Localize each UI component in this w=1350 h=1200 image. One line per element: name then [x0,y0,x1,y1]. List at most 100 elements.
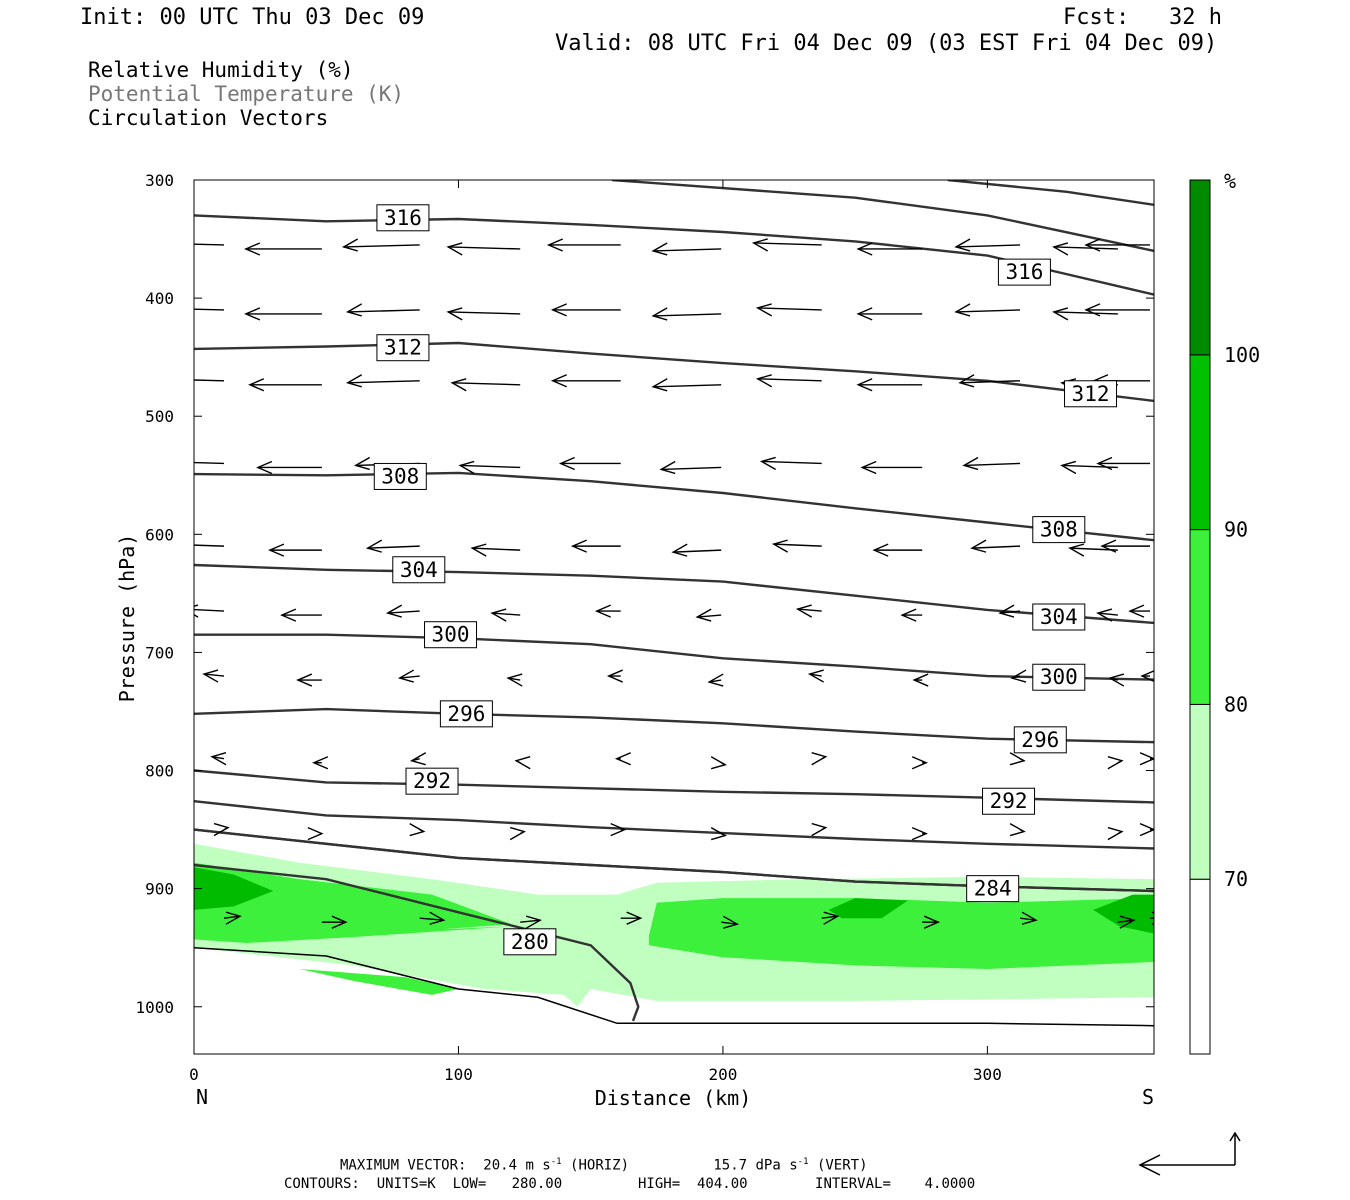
circulation-vector-head [872,543,889,557]
circulation-vector [999,610,1021,614]
circulation-vector-head [244,307,261,321]
y-tick-label: 1000 [135,998,174,1017]
contour-label: 304 [400,558,438,582]
circulation-vector-head [823,911,840,925]
y-axis: 300 400 500 600 700 800 900 1000 [135,171,1154,1017]
circulation-vector [809,673,822,677]
circulation-vector-head [856,242,873,256]
circulation-vector-head [1060,460,1077,475]
circulation-vector [399,675,420,679]
circulation-vector [1097,612,1118,616]
circulation-vector [797,608,822,612]
contour-label: 316 [384,206,422,230]
circulation-vector-head [1140,670,1154,682]
contour-label: 280 [511,930,549,954]
contour-label: 316 [1005,260,1043,284]
contour-label: 312 [1072,382,1110,406]
colorbar-segment [1189,354,1211,531]
x-axis-label: Distance (km) [595,1086,752,1110]
contour-label: 296 [447,702,485,726]
circulation-vector-head [1107,826,1124,841]
max-vert-exponent: -1 [797,1157,809,1167]
circulation-vector-head [958,374,975,388]
circulation-vector-head [194,604,199,618]
contour-label-box [966,875,1020,903]
isentrope-line [194,633,1154,681]
circulation-vector [721,921,738,925]
rh-band-90-100-south [1093,894,1154,934]
circulation-vector-head [550,303,567,317]
contour-label: 308 [381,464,419,488]
circulation-vector [773,543,822,547]
max-vert-tag: (VERT) [816,1157,868,1174]
max-vector-label: MAXIMUM VECTOR: [340,1157,467,1174]
max-horiz-exponent: -1 [550,1157,562,1167]
circulation-vector-head [509,826,526,841]
isentrope-line [194,707,1154,744]
circulation-vector [1053,246,1118,250]
circulation-vector-head [1009,752,1026,766]
rh-band-90-100-mid [828,898,908,919]
y-tick-label: 400 [145,289,174,308]
circulation-vector [347,380,420,384]
circulation-vector-head [695,608,712,622]
contour-label: 284 [974,877,1012,901]
isentrope-line [194,769,1154,804]
circulation-vector-head [651,378,668,392]
max-vert-units: dPa s [755,1157,798,1174]
circulation-vector-head [970,539,987,553]
legend-vectors: Circulation Vectors [88,106,329,130]
circulation-vector-head [1009,822,1026,837]
isentrope-line [611,180,1154,253]
colorbar: 70 80 90 100% [1189,169,1260,1055]
circulation-vector-head [1084,238,1101,252]
circulation-vector-head [307,826,324,841]
circulation-vector [1019,917,1037,921]
circulation-vector-head [912,673,929,687]
circulation-vector-head [1119,915,1136,929]
circulation-vector-head [353,456,371,471]
x-tick-label: 100 [444,1065,473,1084]
circulation-vector-head [1084,303,1101,317]
circulation-vector [419,917,444,921]
circulation-vector [1117,919,1134,923]
circulation-vector-head [1068,543,1085,557]
circulation-vector [211,756,225,760]
circulation-vector-head [856,378,873,392]
circulation-vector [821,915,838,919]
circulation-vector-head [707,673,724,687]
circulation-vector-head [296,673,313,687]
circulation-vector [1053,311,1118,315]
circulation-vector [673,549,722,553]
circulation-vector [203,673,225,677]
contour-label-box [376,334,430,362]
circulation-vector-head [710,756,727,770]
south-label: S [1142,1085,1154,1109]
contour-label: 300 [432,623,470,647]
circulation-vector [194,544,225,547]
contour-label: 312 [384,336,422,360]
circulation-vector-head [1107,756,1124,770]
x-tick-label: 0 [189,1065,199,1084]
circulation-vector-head [345,374,363,388]
circulation-vector [194,379,225,382]
contour-label-box [982,787,1036,815]
circulation-vector-head [710,826,727,841]
contour-label: 292 [413,769,451,793]
north-label: N [196,1085,208,1109]
circulation-vector-head [900,608,917,622]
contour-label-box [1032,663,1086,691]
contour-label-box [373,462,427,490]
circulation-vector [223,915,241,919]
circulation-vector [964,462,1021,467]
circulation-vector [1061,464,1118,469]
x-axis: 0 100 200 300 [189,180,1002,1084]
isentrope-line [194,800,1154,850]
y-tick-label: 700 [145,643,174,662]
circulation-vector-head [594,604,611,618]
circulation-vector-head [962,456,979,471]
circulation-vector [448,311,521,315]
contour-label-box [439,700,493,728]
isentrope-line [194,863,640,1022]
